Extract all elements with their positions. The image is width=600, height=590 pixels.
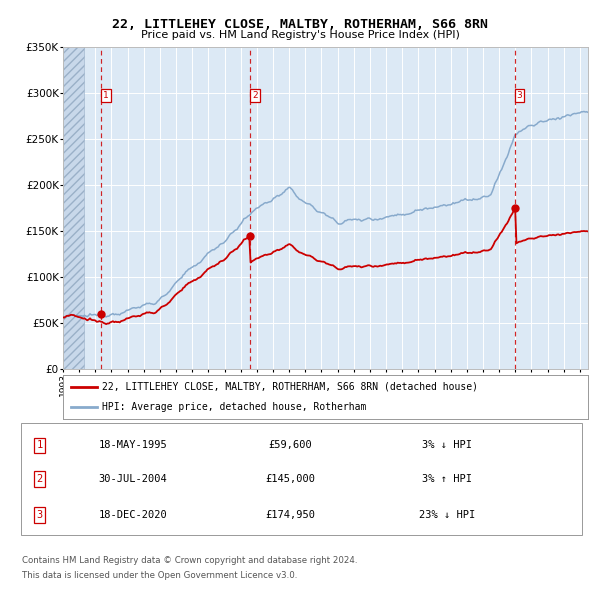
HPI: Average price, detached house, Rotherham: (2e+03, 6.36e+04): Average price, detached house, Rotherham… — [123, 307, 130, 314]
Text: 2: 2 — [252, 91, 257, 100]
22, LITTLEHEY CLOSE, MALTBY, ROTHERHAM, S66 8RN (detached house) — [413, 257, 420, 264]
Text: Price paid vs. HM Land Registry's House Price Index (HPI): Price paid vs. HM Land Registry's House … — [140, 30, 460, 40]
Text: 22, LITTLEHEY CLOSE, MALTBY, ROTHERHAM, S66 8RN (detached house): 22, LITTLEHEY CLOSE, MALTBY, ROTHERHAM, … — [103, 382, 478, 392]
22, LITTLEHEY CLOSE, MALTBY, ROTHERHAM, S66 8RN (detached house) — [123, 315, 130, 322]
Text: 3: 3 — [37, 510, 43, 520]
Text: 30-JUL-2004: 30-JUL-2004 — [99, 474, 167, 484]
Text: This data is licensed under the Open Government Licence v3.0.: This data is licensed under the Open Gov… — [22, 571, 298, 579]
22, LITTLEHEY CLOSE, MALTBY, ROTHERHAM, S66 8RN (detached house) — [454, 251, 461, 258]
HPI: Average price, detached house, Rotherham: (2.02e+03, 1.81e+05): Average price, detached house, Rotherham… — [454, 199, 461, 206]
HPI: Average price, detached house, Rotherham: (2.02e+03, 1.84e+05): Average price, detached house, Rotherham… — [466, 196, 473, 204]
HPI: Average price, detached house, Rotherham: (1.99e+03, 5.59e+04): Average price, detached house, Rotherham… — [59, 314, 67, 321]
22, LITTLEHEY CLOSE, MALTBY, ROTHERHAM, S66 8RN (detached house) — [433, 254, 440, 261]
Text: 3: 3 — [517, 91, 523, 100]
Text: £174,950: £174,950 — [265, 510, 315, 520]
22, LITTLEHEY CLOSE, MALTBY, ROTHERHAM, S66 8RN (detached house) — [584, 228, 592, 235]
Line: 22, LITTLEHEY CLOSE, MALTBY, ROTHERHAM, S66 8RN (detached house): 22, LITTLEHEY CLOSE, MALTBY, ROTHERHAM, … — [63, 208, 588, 324]
Text: HPI: Average price, detached house, Rotherham: HPI: Average price, detached house, Roth… — [103, 402, 367, 412]
Text: Contains HM Land Registry data © Crown copyright and database right 2024.: Contains HM Land Registry data © Crown c… — [22, 556, 358, 565]
Line: HPI: Average price, detached house, Rotherham: HPI: Average price, detached house, Roth… — [63, 112, 588, 317]
22, LITTLEHEY CLOSE, MALTBY, ROTHERHAM, S66 8RN (detached house) — [493, 237, 500, 244]
Text: 3% ↓ HPI: 3% ↓ HPI — [422, 441, 472, 450]
Text: 3% ↑ HPI: 3% ↑ HPI — [422, 474, 472, 484]
22, LITTLEHEY CLOSE, MALTBY, ROTHERHAM, S66 8RN (detached house) — [59, 314, 67, 321]
Text: 23% ↓ HPI: 23% ↓ HPI — [419, 510, 475, 520]
HPI: Average price, detached house, Rotherham: (2.01e+03, 1.72e+05): Average price, detached house, Rotherham… — [413, 207, 420, 214]
22, LITTLEHEY CLOSE, MALTBY, ROTHERHAM, S66 8RN (detached house) — [512, 205, 519, 212]
Text: 22, LITTLEHEY CLOSE, MALTBY, ROTHERHAM, S66 8RN: 22, LITTLEHEY CLOSE, MALTBY, ROTHERHAM, … — [112, 18, 488, 31]
HPI: Average price, detached house, Rotherham: (2.03e+03, 2.8e+05): Average price, detached house, Rotherham… — [580, 108, 587, 115]
Text: 1: 1 — [37, 441, 43, 450]
HPI: Average price, detached house, Rotherham: (2.02e+03, 2.04e+05): Average price, detached house, Rotherham… — [493, 178, 500, 185]
Text: 18-MAY-1995: 18-MAY-1995 — [99, 441, 167, 450]
HPI: Average price, detached house, Rotherham: (1.99e+03, 5.57e+04): Average price, detached house, Rotherham… — [61, 314, 68, 321]
HPI: Average price, detached house, Rotherham: (2.02e+03, 1.76e+05): Average price, detached house, Rotherham… — [433, 204, 440, 211]
HPI: Average price, detached house, Rotherham: (2.03e+03, 2.79e+05): Average price, detached house, Rotherham… — [584, 109, 592, 116]
Text: £145,000: £145,000 — [265, 474, 315, 484]
Text: 18-DEC-2020: 18-DEC-2020 — [99, 510, 167, 520]
Text: 2: 2 — [37, 474, 43, 484]
Text: 1: 1 — [103, 91, 109, 100]
Text: £59,600: £59,600 — [268, 441, 312, 450]
22, LITTLEHEY CLOSE, MALTBY, ROTHERHAM, S66 8RN (detached house) — [466, 250, 473, 257]
22, LITTLEHEY CLOSE, MALTBY, ROTHERHAM, S66 8RN (detached house) — [103, 320, 110, 327]
